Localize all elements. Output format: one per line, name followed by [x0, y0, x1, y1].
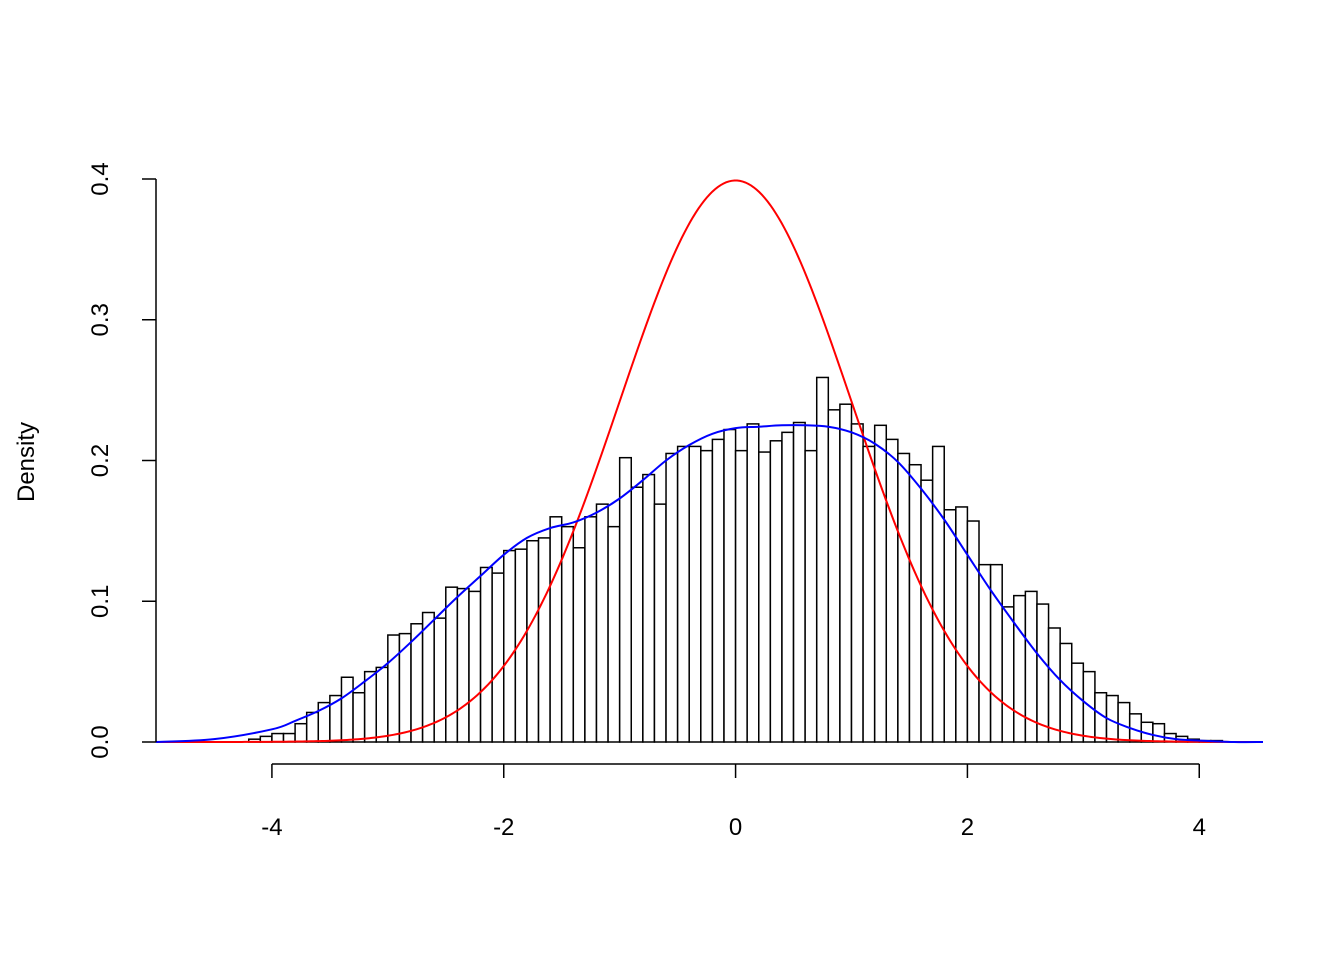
histogram-bar — [526, 539, 540, 743]
histogram-bar — [665, 452, 679, 743]
histogram-bar — [618, 456, 633, 743]
histogram-bar — [1070, 662, 1085, 743]
histogram-bar — [479, 566, 493, 743]
histogram-bar — [502, 549, 517, 743]
y-axis-label: Density — [13, 422, 40, 502]
histogram-bar — [1059, 642, 1073, 743]
histogram-bar — [1036, 603, 1050, 743]
histogram-bar — [978, 563, 992, 743]
histogram-bar — [352, 691, 366, 743]
histogram-bar — [1047, 627, 1061, 743]
histogram-bar — [560, 525, 575, 743]
histogram-bar — [943, 509, 957, 743]
histogram-bar — [804, 449, 818, 743]
histogram-bar — [1152, 722, 1166, 743]
histogram-bar — [1001, 606, 1015, 743]
histogram-bar — [387, 634, 401, 743]
histogram-bar — [445, 586, 459, 743]
histogram-bar — [862, 445, 876, 743]
histogram-bar — [468, 590, 482, 743]
histogram-bar — [595, 503, 609, 743]
x-tick-label: 0 — [729, 814, 742, 841]
histogram-bar — [398, 632, 412, 743]
histogram-bar — [885, 438, 899, 743]
histogram-bar — [920, 479, 934, 743]
histogram-bar — [839, 403, 853, 743]
x-tick-label: 4 — [1193, 814, 1206, 841]
histogram-bar — [711, 438, 725, 743]
histogram-bar — [584, 516, 598, 743]
histogram-bar — [1117, 701, 1131, 743]
histogram-bar — [456, 587, 470, 743]
histogram-bar — [305, 711, 320, 743]
histogram-bar — [746, 423, 760, 743]
histogram-bars — [247, 376, 1224, 743]
x-tick-label: 2 — [961, 814, 974, 841]
histogram-bar — [676, 445, 690, 743]
histogram-bar — [781, 431, 795, 743]
normal-density-curve — [156, 179, 1263, 743]
histogram-bar — [537, 537, 551, 743]
histogram-bar — [549, 516, 563, 743]
histogram-bar — [363, 670, 377, 743]
histogram-bar — [607, 525, 621, 743]
histogram-bar — [758, 451, 772, 743]
histogram-bar — [792, 421, 806, 743]
histogram-bar — [688, 445, 702, 743]
histogram-bar — [769, 440, 783, 743]
y-tick-label: 0.3 — [87, 303, 114, 336]
histogram-bar — [955, 506, 969, 743]
histogram-bar — [491, 572, 505, 743]
x-tick-label: -2 — [493, 814, 514, 841]
y-axis: 0.0 0.1 0.2 0.3 0.4 — [87, 162, 157, 759]
histogram-bar — [966, 520, 980, 743]
histogram-bar — [897, 452, 911, 743]
histogram-bar — [433, 617, 447, 743]
x-axis: -4 -2 0 2 4 — [261, 763, 1206, 841]
y-tick-label: 0.0 — [87, 725, 114, 758]
histogram-bar — [271, 732, 285, 743]
y-tick-label: 0.4 — [87, 162, 114, 195]
histogram-bar — [908, 463, 922, 743]
histogram-bar — [294, 722, 308, 743]
y-tick-label: 0.2 — [87, 444, 114, 477]
histogram-bar — [1013, 594, 1027, 743]
histogram-bar — [375, 666, 389, 743]
histogram-bar — [734, 449, 748, 743]
x-tick-label: -4 — [261, 814, 282, 841]
histogram-bar — [931, 445, 945, 743]
histogram-bar — [340, 676, 354, 743]
histogram-bar — [630, 486, 644, 743]
histogram-bar — [723, 428, 737, 743]
histogram-bar — [850, 423, 864, 743]
histogram-bar — [653, 503, 667, 743]
y-tick-label: 0.1 — [87, 585, 114, 618]
histogram-bar — [642, 473, 656, 743]
histogram-bar — [815, 376, 830, 743]
histogram-bar — [572, 547, 586, 743]
histogram-bar — [700, 449, 714, 743]
kernel-density-curve — [155, 424, 1264, 744]
histogram-bar — [827, 409, 841, 743]
